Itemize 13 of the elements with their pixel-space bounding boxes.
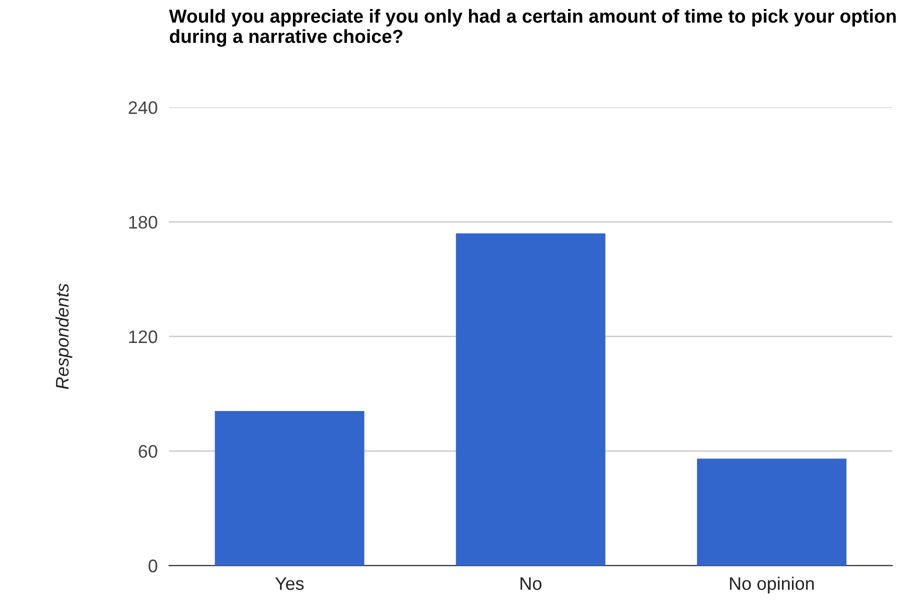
y-tick-label: 120 (129, 330, 158, 344)
x-tick-label: No (520, 577, 542, 590)
bar (696, 458, 846, 566)
x-tick-label: No opinion (730, 576, 814, 594)
y-tick-label: 0 (148, 560, 158, 572)
y-axis-title: Respondents (55, 284, 72, 390)
y-tick-label: 60 (138, 444, 158, 458)
y-tick-label: 240 (128, 101, 158, 114)
chart-title: Would you appreciate if you only had a certain amount of time to pick your option during a narrative choice? (169, 9, 896, 47)
bar (214, 410, 364, 566)
bar (456, 233, 606, 566)
x-tick-label: Yes (275, 577, 304, 590)
y-tick-label: 180 (129, 216, 158, 229)
